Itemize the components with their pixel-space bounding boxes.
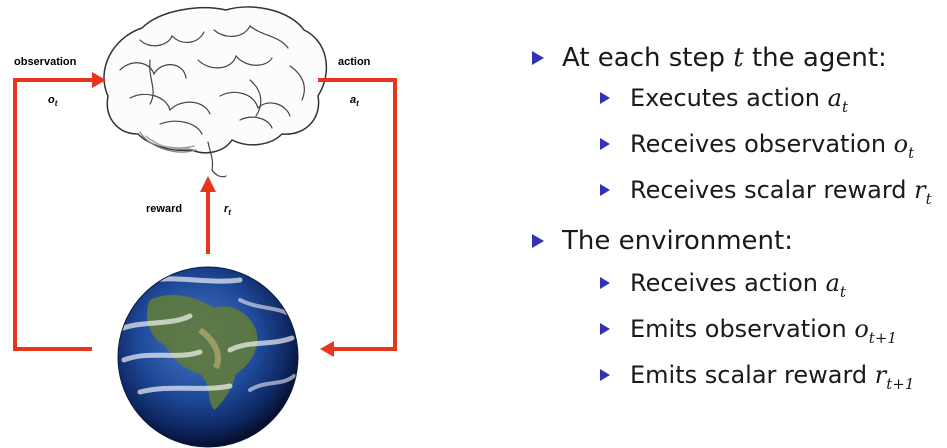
bullet-triangle-icon: [600, 92, 610, 104]
list-item: Emits scalar reward rt+1: [520, 357, 940, 403]
list-item: Receives scalar reward rt: [520, 172, 940, 218]
agent-heading: At each step t the agent:: [520, 40, 940, 76]
list-item: Executes action at: [520, 80, 940, 126]
brain-icon: [103, 6, 328, 178]
reward-arrowhead: [200, 176, 216, 192]
bullet-triangle-icon: [600, 183, 610, 196]
bullet-triangle-icon: [600, 277, 610, 290]
bullet-triangle-icon: [532, 51, 544, 65]
list-item: Receives observation ot: [520, 126, 940, 172]
diagram-canvas: [13, 6, 397, 448]
environment-heading: The environment:: [520, 223, 940, 259]
action-arrowhead: [320, 341, 334, 357]
bullet-triangle-icon: [600, 137, 610, 150]
earth-icon: [117, 266, 299, 448]
observation-arrow: [13, 78, 92, 351]
list-item: Receives action at: [520, 265, 940, 311]
observation-arrowhead: [92, 72, 106, 88]
bullet-triangle-icon: [600, 323, 610, 336]
action-label: action: [338, 56, 371, 68]
observation-label: observation: [14, 56, 77, 68]
loop-arrows: [13, 78, 397, 351]
arrow-heads: [92, 72, 334, 357]
agent-environment-diagram: observation ot action at reward rt: [0, 0, 470, 448]
reward-label: reward: [146, 203, 183, 215]
observation-var: ot: [48, 94, 58, 109]
bullet-triangle-icon: [532, 234, 544, 249]
bullet-triangle-icon: [600, 368, 610, 381]
action-arrow: [318, 78, 397, 351]
bullet-list: At each step t the agent: Executes actio…: [520, 40, 940, 403]
list-item: Emits observation ot+1: [520, 311, 940, 357]
reward-var: rt: [224, 203, 231, 218]
action-var: at: [350, 94, 359, 109]
